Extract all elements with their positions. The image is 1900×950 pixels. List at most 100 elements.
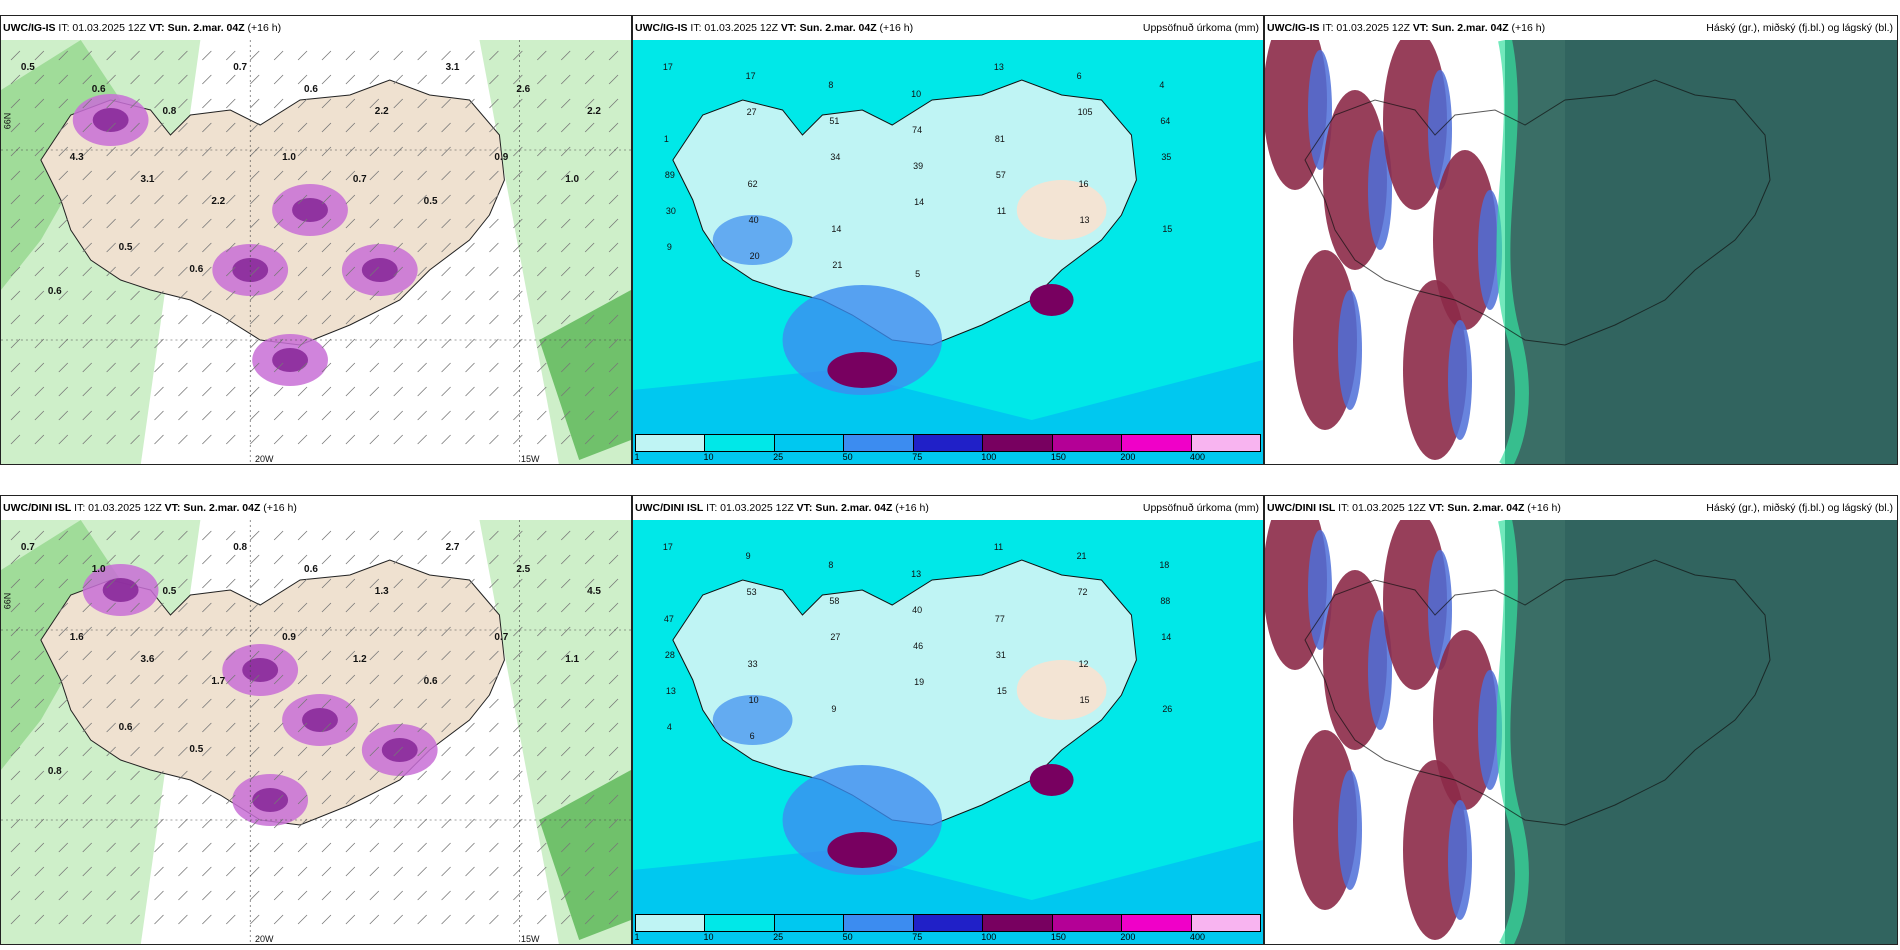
wind-barb — [393, 626, 404, 637]
wind-barb — [202, 170, 212, 181]
wind-barb — [178, 890, 188, 901]
wind-barb — [130, 50, 140, 61]
wind-value: 1.0 — [565, 174, 579, 185]
wind-barb — [130, 866, 140, 877]
wind-barb — [560, 434, 571, 445]
wind-barb — [82, 98, 92, 109]
wind-barb — [321, 722, 332, 733]
wind-barb — [489, 578, 499, 589]
colorbar-swatch — [1052, 435, 1123, 451]
mid-cloud — [1368, 130, 1392, 250]
wind-barb — [178, 74, 188, 85]
wind-barb — [10, 578, 21, 589]
wind-barb — [154, 818, 164, 829]
wind-barb — [369, 842, 380, 853]
wind-barb — [202, 74, 212, 85]
wind-barb — [106, 314, 116, 325]
wind-barb — [154, 890, 164, 901]
wind-barb — [608, 74, 619, 85]
wind-barb — [106, 50, 116, 61]
wind-barb — [513, 842, 523, 853]
wind-barb — [130, 122, 140, 133]
wind-barb — [154, 794, 164, 805]
wind-barb — [584, 242, 595, 253]
wind-barb — [489, 770, 499, 781]
iceland-outline — [1304, 79, 1771, 346]
wind-value: 0.8 — [162, 106, 176, 117]
wind-barb — [321, 914, 332, 925]
wind-barb — [489, 554, 499, 565]
wind-barb — [249, 170, 260, 181]
wind-barb — [58, 530, 69, 541]
wind-barb — [393, 146, 404, 157]
wind-barb — [489, 626, 499, 637]
wind-barb — [560, 770, 571, 781]
wind-barb — [393, 722, 404, 733]
wind-barb — [489, 338, 499, 349]
wind-barb — [106, 674, 116, 685]
wind-barb — [106, 146, 116, 157]
wind-barb — [441, 146, 451, 157]
wind-barb — [345, 722, 356, 733]
wind-barb — [345, 530, 356, 541]
wind-barb — [154, 74, 164, 85]
wind-barb — [441, 434, 451, 445]
wind-barb — [34, 98, 45, 109]
wind-barb — [297, 170, 308, 181]
wind-barb — [273, 98, 284, 109]
wind-barb — [178, 266, 188, 277]
wind-barb — [10, 74, 21, 85]
wind-barb — [106, 914, 116, 925]
wind-barb — [249, 362, 260, 373]
mid-cloud — [1338, 290, 1362, 410]
wind-barb — [345, 362, 356, 373]
wind-barb — [417, 914, 427, 925]
precip-value: 51 — [829, 116, 839, 126]
wind-barb — [202, 122, 212, 133]
wind-barb — [249, 866, 260, 877]
wind-barb — [321, 266, 332, 277]
wind-barb — [608, 818, 619, 829]
wind-barb — [584, 698, 595, 709]
wind-barb — [537, 290, 547, 301]
wind-barb — [489, 674, 499, 685]
wind-map: 0.7 1.0 0.5 0.8 0.6 1.3 2.7 2.5 4.5 1.6 3.6 1.7 0.9 1… — [1, 520, 631, 944]
precip-value: 1 — [664, 134, 669, 144]
wind-barb — [178, 650, 188, 661]
wind-barb — [584, 170, 595, 181]
wind-barb — [297, 722, 308, 733]
precip-max — [712, 215, 793, 265]
wind-barb — [441, 698, 451, 709]
wind-barb — [10, 842, 21, 853]
wind-barb — [584, 674, 595, 685]
colorbar-labels: 1 10 25 50 75 100 150 200 400 — [634, 452, 1261, 462]
precip-value: 4 — [1159, 80, 1164, 90]
wind-barb — [345, 266, 356, 277]
wind-barb — [106, 530, 116, 541]
wind-barb — [321, 890, 332, 901]
wind-barb — [321, 434, 332, 445]
wind-barb — [417, 770, 427, 781]
wind-barb — [297, 530, 308, 541]
wind-barb — [393, 818, 404, 829]
wind-barb — [178, 698, 188, 709]
wind-barb — [82, 530, 92, 541]
wind-barb — [417, 410, 427, 421]
wind-barb — [608, 626, 619, 637]
wind-barb — [297, 146, 308, 157]
wind-barb — [202, 410, 212, 421]
colorbar: 1 10 25 50 75 100 150 200 400 — [634, 914, 1261, 942]
wind-barb — [202, 98, 212, 109]
wind-barb — [178, 602, 188, 613]
wind-barb — [154, 770, 164, 781]
wind-barb — [130, 698, 140, 709]
wind-barb — [297, 794, 308, 805]
wind-barb — [202, 266, 212, 277]
wind-barb — [297, 410, 308, 421]
wind-barb — [249, 74, 260, 85]
wind-barb — [297, 218, 308, 229]
wind-barb — [560, 50, 571, 61]
wind-barb — [249, 914, 260, 925]
wind-barb — [106, 362, 116, 373]
wind-barb — [560, 602, 571, 613]
